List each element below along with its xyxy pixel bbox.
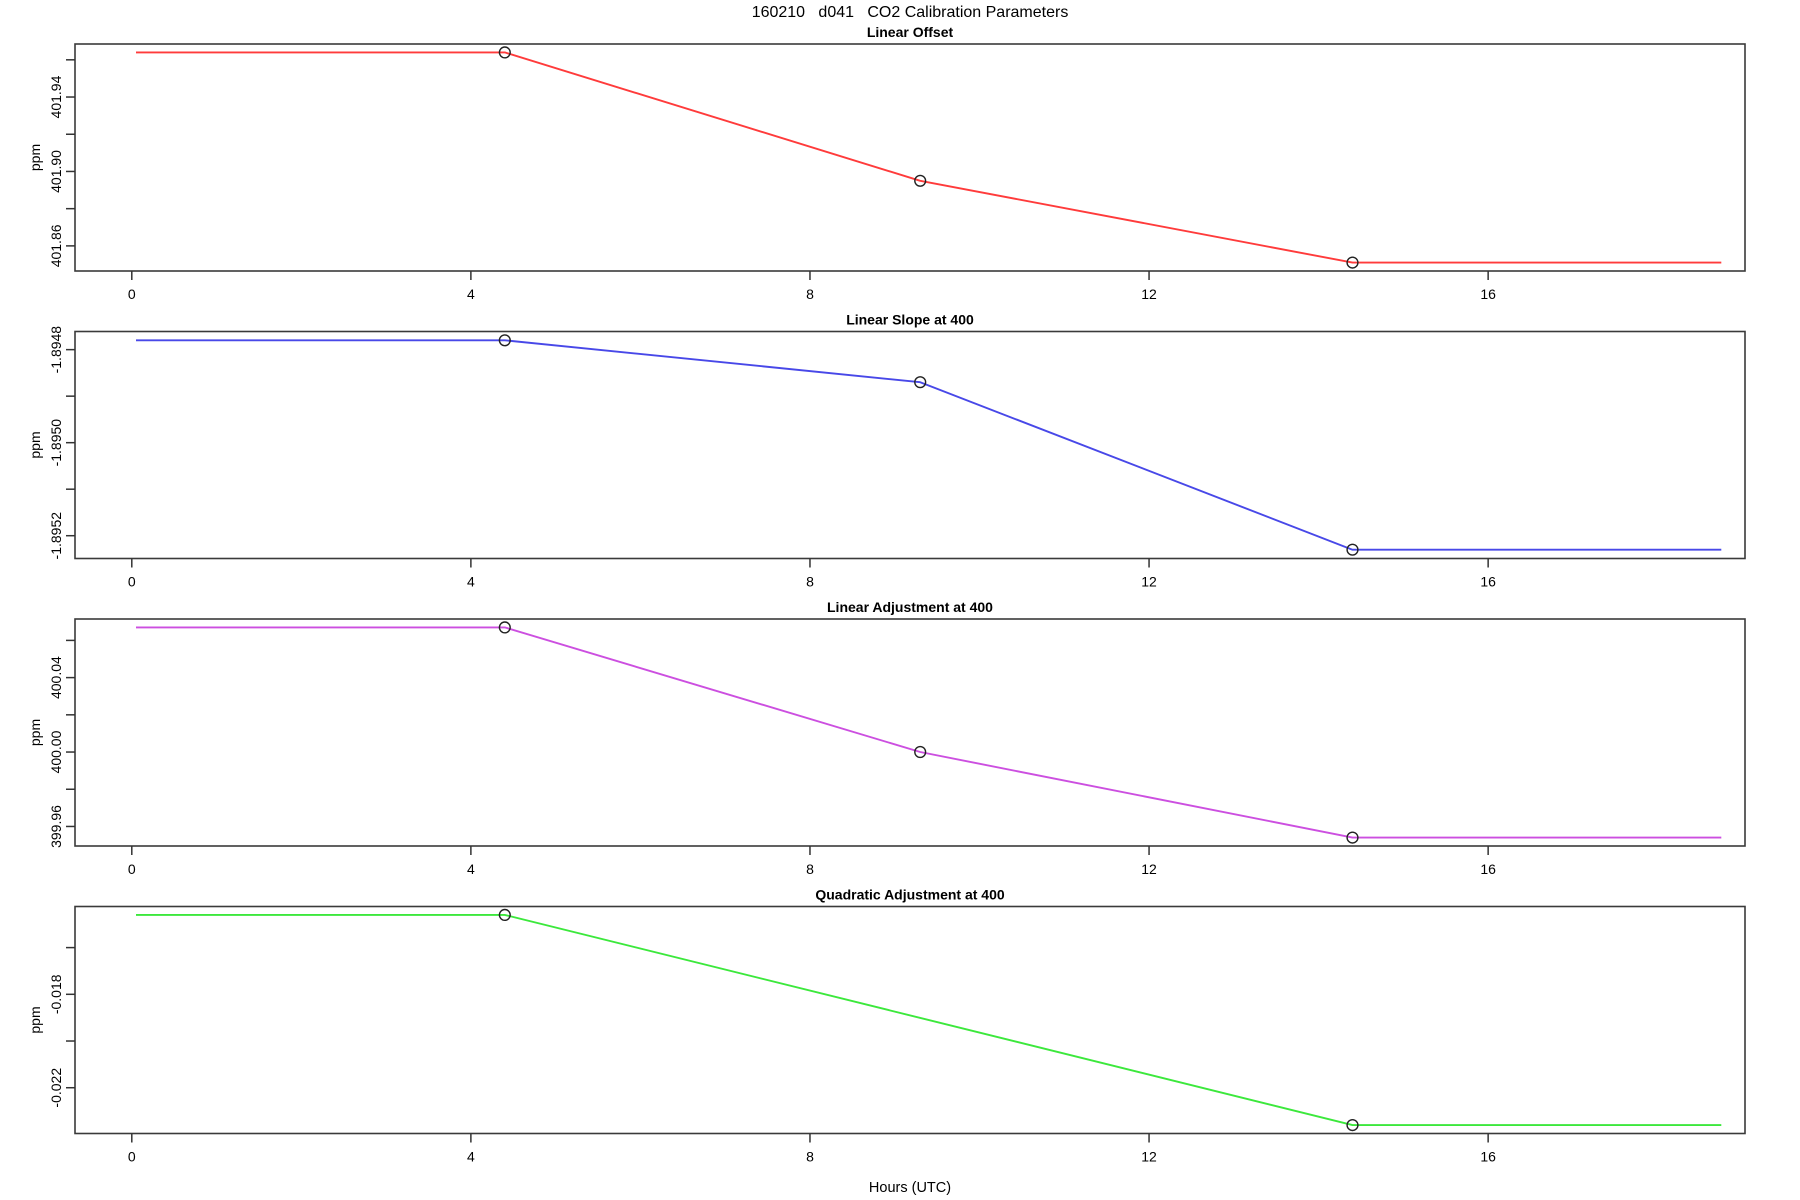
data-point-marker <box>914 174 927 187</box>
y-tick-label: -0.018 <box>48 974 64 1014</box>
panel-title: Quadratic Adjustment at 400 <box>815 887 1005 903</box>
panel-title: Linear Slope at 400 <box>846 312 974 328</box>
x-tick-label: 0 <box>128 861 136 877</box>
y-tick-label: 399.96 <box>48 805 64 848</box>
panel-title: Linear Offset <box>867 24 954 40</box>
x-tick-label: 16 <box>1480 861 1496 877</box>
x-tick-label: 16 <box>1480 286 1496 302</box>
x-tick-label: 8 <box>806 1149 814 1165</box>
x-tick-label: 12 <box>1141 574 1157 590</box>
data-point-marker <box>1346 543 1359 556</box>
panel-linear-slope-at-400: Linear Slope at 400 0 4 8 12 16 -1.8952 -1.8950… <box>27 312 1746 590</box>
x-tick-label: 12 <box>1141 861 1157 877</box>
panel-quadratic-adjustment-at-400: Quadratic Adjustment at 400 0 4 8 12 16 -0.022… <box>27 887 1746 1165</box>
x-tick-label: 4 <box>467 574 475 590</box>
panel-frame <box>74 618 1746 847</box>
x-tick-label: 4 <box>467 286 475 302</box>
x-tick-label: 12 <box>1141 1149 1157 1165</box>
panel-title: Linear Adjustment at 400 <box>827 599 993 615</box>
data-point-marker <box>1346 1118 1359 1132</box>
x-tick-label: 8 <box>806 861 814 877</box>
data-point-marker <box>498 621 511 634</box>
x-axis-title: Hours (UTC) <box>868 1180 952 1196</box>
x-tick-label: 4 <box>467 1149 475 1165</box>
data-point-marker <box>498 46 511 59</box>
panel-frame <box>74 43 1746 272</box>
y-axis-label: ppm <box>27 431 43 458</box>
panel-frame <box>74 905 1746 1135</box>
panel-linear-offset: Linear Offset 0 4 8 12 16 401.86 401.90 401.94 pp… <box>27 24 1746 302</box>
y-axis-label: ppm <box>27 1006 43 1033</box>
x-tick-label: 4 <box>467 861 475 877</box>
y-tick-label: -1.8952 <box>48 512 64 560</box>
y-tick-label: 401.86 <box>48 224 64 267</box>
data-line <box>136 626 1722 839</box>
data-point-marker <box>498 908 511 922</box>
x-tick-label: 12 <box>1141 286 1157 302</box>
y-tick-label: 401.90 <box>48 150 64 193</box>
x-tick-label: 16 <box>1480 574 1496 590</box>
data-line <box>136 339 1722 551</box>
data-line <box>136 51 1722 264</box>
data-point-marker <box>1346 256 1359 269</box>
panel-frame <box>74 330 1746 560</box>
x-tick-label: 8 <box>806 286 814 302</box>
plot-title: 160210 d041 CO2 Calibration Parameters <box>751 4 1069 21</box>
x-tick-label: 0 <box>128 574 136 590</box>
y-tick-label: 401.94 <box>48 75 64 118</box>
y-tick-label: 400.04 <box>48 656 64 699</box>
x-tick-label: 8 <box>806 574 814 590</box>
x-tick-label: 16 <box>1480 1149 1496 1165</box>
y-tick-label: -1.8950 <box>48 419 64 467</box>
y-tick-label: -1.8948 <box>48 326 64 374</box>
data-line <box>136 913 1722 1127</box>
x-tick-label: 0 <box>128 1149 136 1165</box>
data-point-marker <box>498 334 511 347</box>
data-point-marker <box>1346 831 1359 844</box>
panel-linear-adjustment-at-400: Linear Adjustment at 400 0 4 8 12 16 399.96 400… <box>27 599 1746 877</box>
y-axis-label: ppm <box>27 719 43 746</box>
data-point-marker <box>914 376 927 389</box>
y-tick-label: 400.00 <box>48 730 64 773</box>
x-tick-label: 0 <box>128 286 136 302</box>
y-tick-label: -0.022 <box>48 1068 64 1108</box>
data-point-marker <box>914 745 927 759</box>
y-axis-label: ppm <box>27 144 43 171</box>
